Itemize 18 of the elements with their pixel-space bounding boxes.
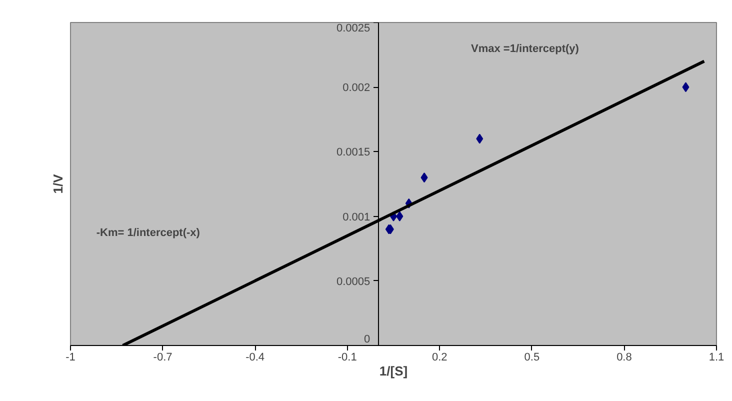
annotation: Vmax =1/intercept(y) bbox=[471, 42, 580, 55]
x-tick-label: -1 bbox=[66, 352, 76, 364]
y-tick-label: 0.0015 bbox=[336, 146, 370, 159]
x-tick-label: 0.5 bbox=[524, 352, 540, 364]
y-tick-label: 0.0025 bbox=[336, 22, 370, 34]
x-tick-label: -0.1 bbox=[338, 352, 357, 364]
y-tick-label: 0.002 bbox=[342, 82, 370, 94]
x-tick-label: -0.4 bbox=[246, 352, 265, 364]
x-tick-label: -0.7 bbox=[153, 352, 172, 364]
x-tick-label: 1.1 bbox=[708, 352, 724, 364]
x-tick-label: 0.8 bbox=[616, 352, 632, 364]
y-tick-label: 0.001 bbox=[342, 211, 370, 224]
x-axis-title: 1/[S] bbox=[379, 364, 408, 378]
y-tick-label: 0 bbox=[364, 334, 370, 346]
annotation: -Km= 1/intercept(-x) bbox=[96, 226, 200, 239]
y-tick-label: 0.0005 bbox=[336, 276, 370, 288]
x-tick-label: 0.2 bbox=[432, 352, 448, 364]
y-axis-title: 1/V bbox=[50, 174, 66, 194]
